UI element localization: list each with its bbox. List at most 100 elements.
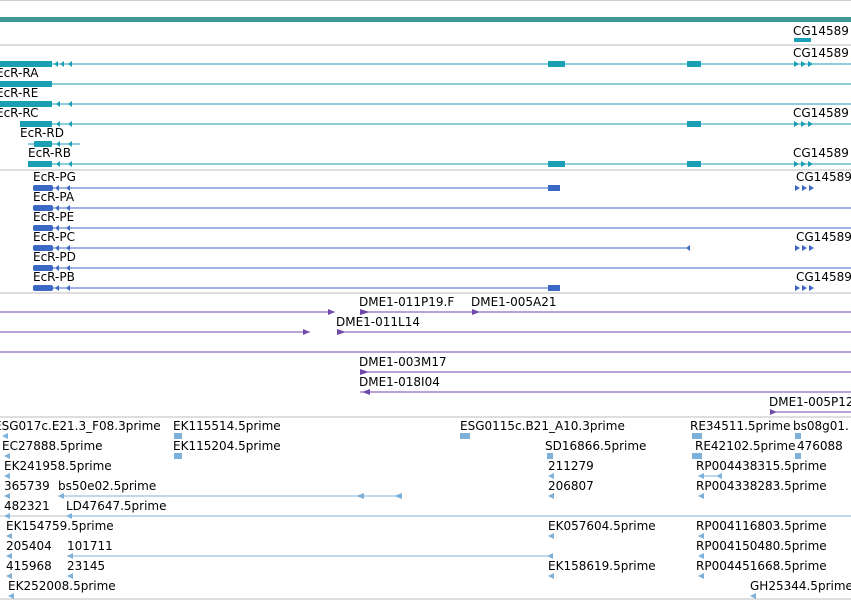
clone-feature[interactable] bbox=[360, 389, 851, 395]
est-label: ESG0115c.B21_A10.3prime bbox=[460, 419, 625, 433]
est-label: RE34511.5prime bbox=[690, 419, 791, 433]
est-marker[interactable] bbox=[750, 593, 756, 599]
protein-ecr-pb[interactable] bbox=[33, 285, 560, 291]
clone-label: DME1-011L14 bbox=[336, 315, 420, 329]
est-marker[interactable] bbox=[548, 493, 554, 499]
protein-label: EcR-PG bbox=[33, 170, 76, 184]
clone-label: DME1-011P19.F bbox=[359, 295, 454, 309]
est-marker[interactable] bbox=[8, 593, 14, 599]
est-marker[interactable] bbox=[460, 433, 470, 439]
protein-ecr-pd[interactable] bbox=[33, 265, 851, 271]
est-feature[interactable] bbox=[698, 473, 722, 479]
protein-ecr-pa[interactable] bbox=[33, 205, 851, 211]
est-marker[interactable] bbox=[4, 493, 10, 499]
clone-label: DME1-005A21 bbox=[471, 295, 557, 309]
est-label: 205404 bbox=[6, 539, 52, 553]
est-marker[interactable] bbox=[6, 533, 12, 539]
est-marker[interactable] bbox=[548, 533, 554, 539]
est-label: EK158619.5prime bbox=[548, 559, 656, 573]
est-marker[interactable] bbox=[4, 473, 10, 479]
est-marker[interactable] bbox=[174, 433, 182, 439]
est-label: 101711 bbox=[67, 539, 113, 553]
protein-track: EcR-PG CG14589 EcR-PA EcR-PE bbox=[33, 170, 851, 291]
transcript-label: EcR-RA bbox=[0, 66, 39, 80]
clone-label: DME1-003M17 bbox=[359, 355, 447, 369]
est-marker[interactable] bbox=[795, 453, 801, 459]
est-marker[interactable] bbox=[795, 433, 801, 439]
est-label: RP004438315.5prime bbox=[696, 459, 827, 473]
clone-feature[interactable] bbox=[337, 329, 851, 335]
est-marker[interactable] bbox=[698, 533, 704, 539]
gene-label-cg14589: CG14589 bbox=[793, 24, 849, 38]
gene-label-cg14589: CG14589 bbox=[796, 230, 851, 244]
est-label: EK252008.5prime bbox=[8, 579, 116, 593]
est-marker[interactable] bbox=[692, 453, 702, 459]
est-marker[interactable] bbox=[67, 573, 73, 579]
protein-label: EcR-PC bbox=[33, 230, 75, 244]
est-label: 476088 bbox=[797, 439, 843, 453]
protein-ecr-pe[interactable] bbox=[33, 225, 851, 231]
transcript-label: EcR-RD bbox=[20, 126, 64, 140]
clone-track: DME1-011P19.F DME1-005A21 DME1-011L14 DM… bbox=[0, 295, 851, 415]
est-feature[interactable] bbox=[67, 553, 553, 559]
protein-ecr-pg[interactable] bbox=[33, 185, 560, 191]
est-label: 415968 bbox=[6, 559, 52, 573]
est-marker[interactable] bbox=[547, 453, 553, 459]
est-marker[interactable] bbox=[548, 573, 554, 579]
overview-bar bbox=[0, 0, 851, 1]
est-label: EC27888.5prime bbox=[2, 439, 103, 453]
est-marker[interactable] bbox=[4, 453, 10, 459]
gene-label-cg14589: CG14589 bbox=[793, 106, 849, 120]
gene-label-cg14589: CG14589 bbox=[793, 146, 849, 160]
est-marker[interactable] bbox=[6, 553, 12, 559]
gene-model-cg14589[interactable] bbox=[794, 38, 811, 42]
transcript-ecr-rc[interactable] bbox=[0, 101, 851, 107]
est-marker[interactable] bbox=[2, 433, 8, 439]
clone-feature[interactable] bbox=[0, 309, 335, 315]
est-label: RP004451668.5prime bbox=[696, 559, 827, 573]
transcript-ecr-rd[interactable] bbox=[20, 121, 851, 127]
est-marker[interactable] bbox=[698, 573, 704, 579]
est-marker[interactable] bbox=[4, 513, 10, 519]
est-label: 206807 bbox=[548, 479, 594, 493]
transcript-label: EcR-RC bbox=[0, 106, 38, 120]
est-feature[interactable] bbox=[66, 513, 851, 519]
est-marker[interactable] bbox=[698, 553, 704, 559]
est-label: GH25344.5prime bbox=[750, 579, 851, 593]
est-label: EK057604.5prime bbox=[548, 519, 656, 533]
est-label: bs50e02.5prime bbox=[58, 479, 156, 493]
clone-feature[interactable] bbox=[770, 409, 851, 415]
transcript-label: EcR-RB bbox=[28, 146, 71, 160]
reference-sequence-bar[interactable] bbox=[0, 17, 851, 22]
est-label: 23145 bbox=[67, 559, 105, 573]
transcript-ecr-ra[interactable] bbox=[0, 61, 851, 67]
est-label: SD16866.5prime bbox=[545, 439, 646, 453]
clone-feature[interactable] bbox=[0, 329, 310, 335]
clone-feature[interactable] bbox=[360, 369, 851, 375]
est-marker[interactable] bbox=[692, 433, 702, 439]
transcript-ecr-rb[interactable] bbox=[28, 141, 80, 147]
clone-marker[interactable] bbox=[472, 309, 480, 315]
gene-label-cg14589: CG14589 bbox=[796, 270, 851, 284]
est-label: EK115204.5prime bbox=[173, 439, 281, 453]
est-marker[interactable] bbox=[548, 473, 554, 479]
protein-label: EcR-PE bbox=[33, 210, 74, 224]
transcript-ecr-re[interactable] bbox=[0, 81, 851, 87]
est-marker[interactable] bbox=[698, 493, 704, 499]
est-label: bs08g01. bbox=[793, 419, 849, 433]
est-marker[interactable] bbox=[6, 573, 12, 579]
transcript-ecr-rb-structure[interactable] bbox=[28, 161, 851, 167]
est-feature[interactable] bbox=[58, 493, 402, 499]
est-label: EK115514.5prime bbox=[173, 419, 281, 433]
clone-feature[interactable] bbox=[360, 309, 851, 315]
transcript-track: CG14589 EcR-RA CG14589 EcR-RE bbox=[0, 24, 851, 167]
est-label: RE42102.5prime bbox=[695, 439, 796, 453]
est-label: EK241958.5prime bbox=[4, 459, 112, 473]
est-marker[interactable] bbox=[174, 453, 182, 459]
est-track: ESG017c.E21.3_F08.3prime EK115514.5prime… bbox=[0, 419, 851, 599]
protein-ecr-pc[interactable] bbox=[33, 245, 690, 251]
clone-label: DME1-018I04 bbox=[359, 375, 440, 389]
clone-label: DME1-005P12 bbox=[769, 395, 851, 409]
